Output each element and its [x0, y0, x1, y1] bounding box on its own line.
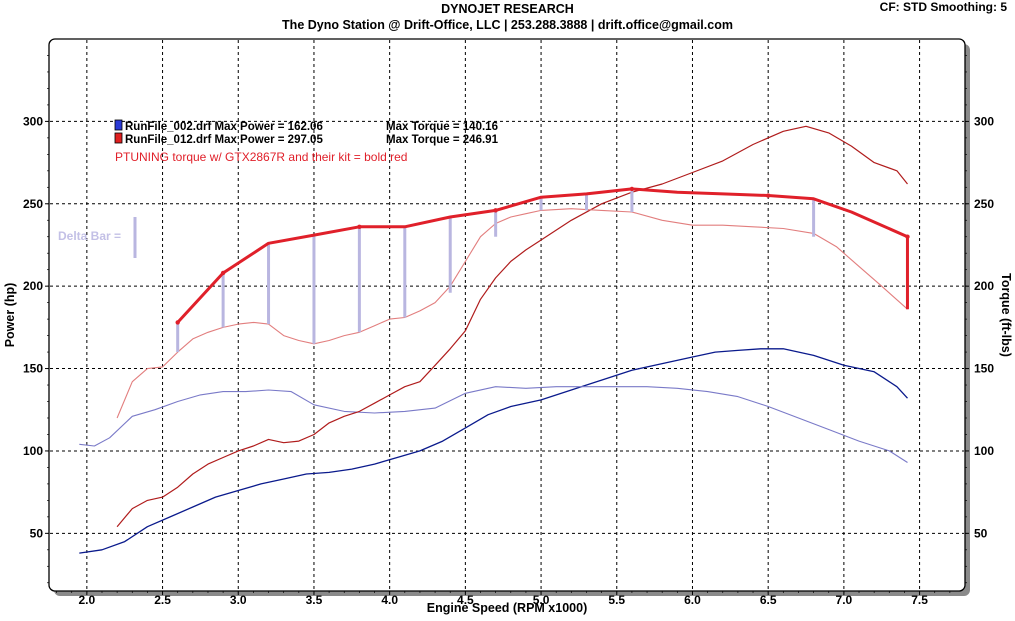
- y-tick-label-right: 250: [974, 197, 994, 211]
- delta-bar-label: Delta Bar =: [58, 229, 121, 243]
- y-tick-label-right: 150: [974, 362, 994, 376]
- axis-ticks: 2.0 2.5 3.0 3.5 4.0 4.5 5.0 5.5 6.0 6.5 7.0 7.5 50 50…: [23, 55, 994, 607]
- bold-red-point: [220, 270, 226, 276]
- legend-swatch-run-002: [114, 119, 123, 131]
- legend-run-002-label: RunFile_002.drf Max Power = 162.06: [125, 121, 323, 133]
- y-axis-label-right: Torque (ft-lbs): [999, 273, 1013, 357]
- bold-red-point: [357, 224, 362, 230]
- y-tick-label-left: 50: [30, 526, 44, 540]
- bold-red-series: [175, 186, 910, 325]
- bold-red-point: [629, 186, 635, 192]
- bold-red-point: [175, 320, 180, 325]
- x-tick-label: 6.5: [760, 593, 777, 607]
- legend-run-012-label: RunFile_012.drf Max Power = 297.05: [125, 134, 323, 146]
- x-tick-label: 5.5: [608, 593, 625, 607]
- x-tick-label: 2.5: [154, 593, 171, 607]
- series-light-red: [116, 208, 908, 419]
- x-tick-label: 7.5: [911, 593, 928, 607]
- correction-smoothing-settings: CF: STD Smoothing: 5: [879, 0, 1007, 14]
- series-bold-red: [176, 187, 909, 324]
- plot-area: [48, 38, 966, 592]
- legend-run-012-torque: Max Torque = 246.91: [386, 134, 499, 146]
- grid-lines: [50, 40, 964, 590]
- y-tick-label-left: 250: [23, 197, 43, 211]
- bold-red-point: [905, 234, 910, 239]
- series-dark-red: [116, 125, 908, 528]
- y-tick-label-left: 300: [23, 114, 43, 128]
- y-tick-label-left: 150: [23, 362, 43, 376]
- dyno-title: DYNOJET RESEARCH: [441, 2, 574, 16]
- x-axis-label: Engine Speed (RPM x1000): [427, 601, 587, 615]
- x-tick-label: 5.0: [533, 593, 550, 607]
- legend-note: PTUNING torque w/ GTX2867R and their kit…: [115, 150, 407, 164]
- legend-run-002-torque: Max Torque = 140.16: [386, 121, 498, 133]
- series-lines: [79, 125, 908, 554]
- legend-swatch-run-012: [114, 132, 123, 144]
- x-tick-label: 4.5: [457, 593, 474, 607]
- series-dark-blue: [79, 348, 908, 554]
- y-tick-label-right: 300: [974, 114, 994, 128]
- y-tick-label-right: 100: [974, 444, 994, 458]
- shop-contact-line: The Dyno Station @ Drift-Office, LLC | 2…: [282, 18, 733, 32]
- x-tick-label: 3.5: [306, 593, 323, 607]
- x-tick-label: 3.0: [230, 593, 247, 607]
- x-tick-label: 7.0: [836, 593, 853, 607]
- y-axis-label-left: Power (hp): [3, 283, 17, 348]
- x-tick-label: 6.0: [684, 593, 701, 607]
- x-tick-label: 2.0: [79, 593, 96, 607]
- series-light-blue: [79, 386, 908, 463]
- bold-red-point: [765, 193, 771, 198]
- y-tick-label-left: 200: [23, 279, 43, 293]
- bold-red-point: [493, 208, 498, 213]
- y-tick-label-left: 100: [23, 444, 43, 458]
- x-tick-label: 4.0: [381, 593, 398, 607]
- y-tick-label-right: 50: [974, 526, 988, 540]
- y-tick-label-right: 200: [974, 279, 994, 293]
- delta-bars: [176, 188, 816, 353]
